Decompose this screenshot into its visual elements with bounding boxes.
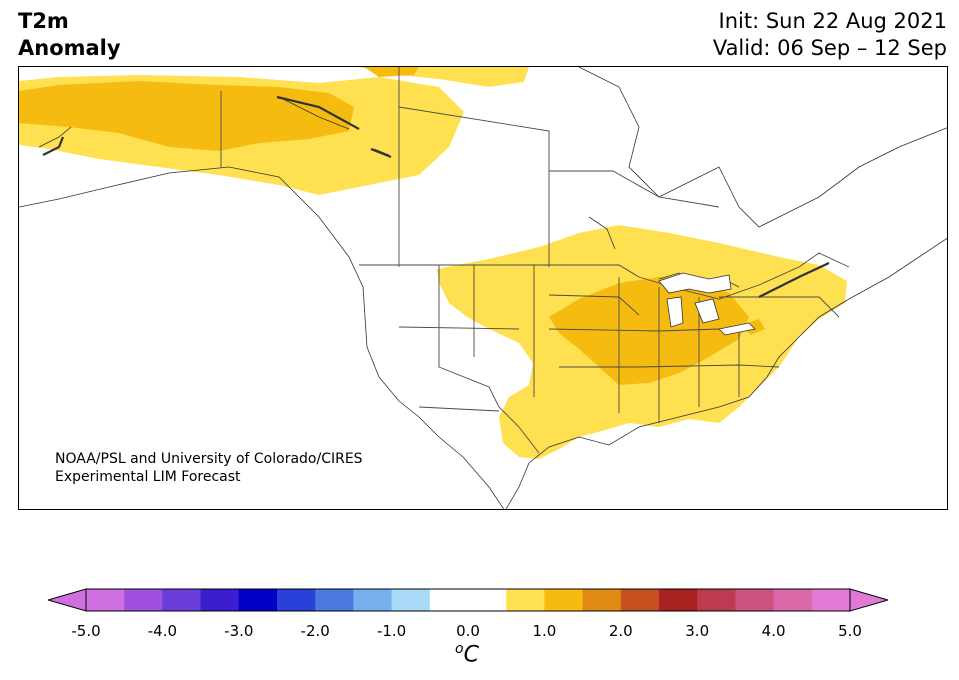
colorbar-cell — [277, 589, 316, 611]
colorbar-tick-label: -1.0 — [376, 622, 407, 640]
colorbar-tick-label: 2.0 — [608, 622, 633, 640]
colorbar-cell — [162, 589, 202, 611]
colorbar-cell — [773, 589, 813, 611]
colorbar-cell — [468, 589, 507, 611]
map-panel — [18, 66, 948, 510]
colorbar-tick-label: 5.0 — [838, 622, 862, 640]
credit-text: NOAA/PSL and University of Colorado/CIRE… — [55, 450, 363, 486]
colorbar-cell — [429, 589, 469, 611]
valid-dates: Valid: 06 Sep – 12 Sep — [712, 36, 947, 60]
init-date: Init: Sun 22 Aug 2021 — [718, 9, 947, 33]
anomaly-map — [19, 67, 947, 509]
coastlines — [19, 67, 947, 509]
great-lakes — [658, 272, 756, 336]
colorbar-tick-label: 3.0 — [685, 622, 710, 640]
colorbar-unit-label: oC — [455, 641, 479, 667]
colorbar-tick-label: 4.0 — [761, 622, 786, 640]
colorbar-tick-label: 0.0 — [456, 622, 480, 640]
political-borders — [220, 67, 850, 454]
colorbar-tick-label: -4.0 — [147, 622, 178, 640]
title-line-2: Anomaly — [18, 36, 121, 60]
colorbar-cell — [200, 589, 240, 611]
map-title: T2m Anomaly — [18, 8, 121, 62]
colorbar-tick-label: -3.0 — [224, 622, 254, 640]
colorbar-cell — [315, 589, 354, 611]
colorbar-tick-label: -5.0 — [71, 622, 101, 640]
colorbar-cell — [124, 589, 163, 611]
colorbar-outline — [85, 588, 851, 612]
colorbar — [48, 588, 888, 612]
colorbar-cell — [659, 589, 698, 611]
colorbar-under-arrow — [48, 588, 87, 612]
rivers-lakes — [42, 95, 830, 298]
colorbar-cell — [238, 589, 278, 611]
colorbar-cell — [735, 589, 775, 611]
colorbar-cell — [582, 589, 622, 611]
credit-line-2: Experimental LIM Forecast — [55, 469, 241, 485]
colorbar-cell — [353, 589, 393, 611]
credit-line-1: NOAA/PSL and University of Colorado/CIRE… — [55, 451, 363, 467]
colorbar-cell — [544, 589, 584, 611]
colorbar-over-arrow — [849, 588, 888, 612]
unit-degree-mark: o — [455, 641, 464, 657]
anomaly-region-north-medium — [364, 67, 419, 77]
title-line-1: T2m — [18, 9, 69, 33]
colorbar-cell — [697, 589, 736, 611]
anomaly-region-northwest-medium — [19, 81, 354, 151]
colorbar-cell — [86, 589, 125, 611]
forecast-dates: Init: Sun 22 Aug 2021 Valid: 06 Sep – 12… — [713, 8, 947, 62]
colorbar-tick-label: 1.0 — [532, 622, 557, 640]
colorbar-tick-label: -2.0 — [300, 622, 330, 640]
colorbar-cell — [811, 589, 851, 611]
colorbar-cell — [391, 589, 431, 611]
colorbar-cells — [86, 589, 851, 611]
colorbar-cell — [620, 589, 660, 611]
unit-letter: C — [463, 642, 479, 668]
colorbar-cell — [506, 589, 545, 611]
